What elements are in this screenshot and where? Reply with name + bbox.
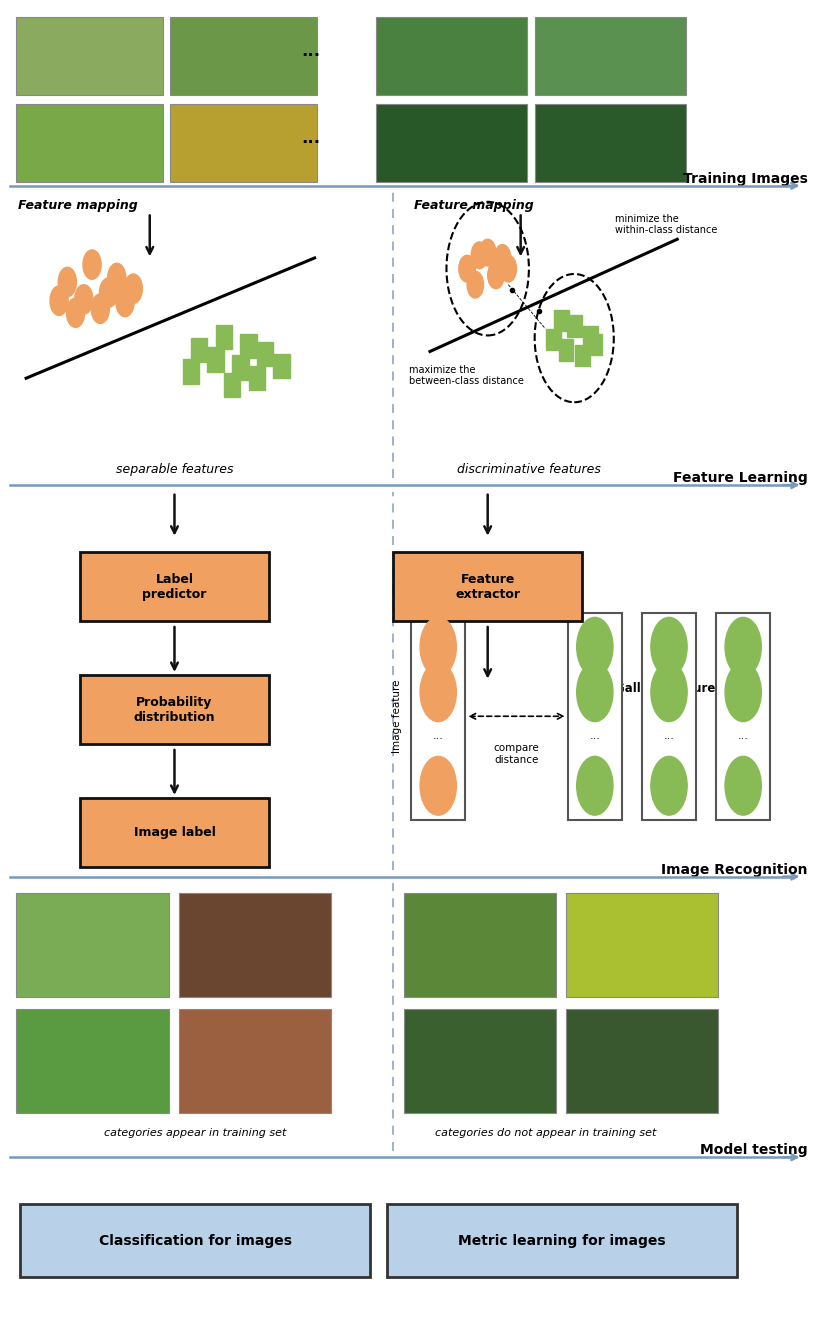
Text: Image feature: Image feature	[392, 679, 402, 753]
FancyBboxPatch shape	[79, 675, 270, 744]
Text: Label
predictor: Label predictor	[142, 573, 207, 601]
FancyBboxPatch shape	[17, 17, 163, 95]
Text: Feature mapping: Feature mapping	[18, 200, 137, 213]
Circle shape	[725, 757, 762, 815]
Bar	[208, 347, 224, 371]
Text: Feature Learning: Feature Learning	[672, 471, 807, 485]
Circle shape	[576, 617, 613, 676]
Text: discriminative features: discriminative features	[457, 462, 601, 475]
Circle shape	[467, 272, 484, 299]
FancyBboxPatch shape	[79, 552, 270, 621]
Circle shape	[124, 274, 142, 304]
Text: ...: ...	[590, 731, 600, 742]
Text: ···: ···	[301, 134, 320, 153]
Text: maximize the
between-class distance: maximize the between-class distance	[409, 364, 524, 387]
FancyBboxPatch shape	[17, 1008, 169, 1113]
Circle shape	[495, 245, 511, 272]
FancyBboxPatch shape	[642, 613, 696, 819]
Text: compare
distance: compare distance	[494, 743, 539, 765]
FancyBboxPatch shape	[376, 104, 528, 182]
FancyBboxPatch shape	[179, 893, 331, 996]
Circle shape	[74, 285, 93, 315]
Bar	[546, 329, 561, 349]
FancyBboxPatch shape	[79, 798, 270, 868]
Text: categories appear in training set: categories appear in training set	[104, 1129, 286, 1138]
Circle shape	[725, 617, 762, 676]
Circle shape	[651, 757, 687, 815]
Text: Model testing: Model testing	[700, 1144, 807, 1157]
FancyBboxPatch shape	[20, 1204, 370, 1277]
FancyBboxPatch shape	[170, 104, 317, 182]
Text: ...: ...	[738, 731, 748, 742]
Circle shape	[83, 250, 101, 280]
Text: Gallery features: Gallery features	[615, 682, 723, 695]
Text: Feature
extractor: Feature extractor	[455, 573, 520, 601]
Circle shape	[725, 663, 762, 722]
Bar	[183, 359, 199, 383]
Bar	[232, 355, 249, 379]
FancyBboxPatch shape	[716, 613, 771, 819]
Text: Feature mapping: Feature mapping	[414, 200, 533, 213]
FancyBboxPatch shape	[17, 893, 169, 996]
Bar	[583, 327, 598, 347]
Circle shape	[91, 295, 109, 324]
Bar	[191, 339, 208, 362]
FancyBboxPatch shape	[566, 1008, 719, 1113]
Circle shape	[420, 617, 457, 676]
Bar	[249, 366, 265, 390]
Circle shape	[651, 663, 687, 722]
Text: Classification for images: Classification for images	[98, 1233, 292, 1248]
Bar	[554, 311, 569, 332]
Circle shape	[108, 264, 126, 293]
FancyBboxPatch shape	[566, 893, 719, 996]
Bar	[216, 325, 232, 348]
Bar	[558, 340, 573, 360]
FancyBboxPatch shape	[412, 613, 465, 819]
Circle shape	[99, 279, 117, 308]
Circle shape	[58, 268, 76, 297]
Text: Training Images: Training Images	[682, 171, 807, 186]
FancyBboxPatch shape	[404, 893, 556, 996]
FancyBboxPatch shape	[387, 1204, 737, 1277]
Bar	[587, 335, 602, 355]
Text: Image label: Image label	[133, 826, 215, 840]
Text: minimize the
within-class distance: minimize the within-class distance	[615, 214, 718, 236]
FancyBboxPatch shape	[179, 1008, 331, 1113]
Text: categories do not appear in training set: categories do not appear in training set	[435, 1129, 656, 1138]
Text: Image Recognition: Image Recognition	[661, 862, 807, 877]
Circle shape	[116, 288, 134, 317]
Circle shape	[420, 757, 457, 815]
Text: Metric learning for images: Metric learning for images	[458, 1233, 666, 1248]
Text: ···: ···	[301, 47, 320, 66]
Circle shape	[480, 240, 496, 266]
FancyBboxPatch shape	[170, 17, 317, 95]
FancyBboxPatch shape	[393, 552, 582, 621]
Bar	[575, 345, 590, 366]
Text: ...: ...	[433, 731, 443, 742]
Circle shape	[420, 663, 457, 722]
Circle shape	[651, 617, 687, 676]
Bar	[257, 343, 274, 366]
Circle shape	[488, 262, 504, 289]
Circle shape	[50, 287, 68, 316]
Text: separable features: separable features	[116, 462, 233, 475]
Circle shape	[471, 242, 488, 269]
Bar	[566, 316, 581, 337]
FancyBboxPatch shape	[536, 104, 686, 182]
Bar	[224, 372, 241, 396]
Text: Probability
distribution: Probability distribution	[134, 695, 215, 723]
FancyBboxPatch shape	[567, 613, 622, 819]
Bar	[274, 353, 290, 378]
FancyBboxPatch shape	[17, 104, 163, 182]
Circle shape	[576, 757, 613, 815]
Circle shape	[500, 256, 517, 283]
Circle shape	[459, 256, 476, 283]
FancyBboxPatch shape	[536, 17, 686, 95]
Text: ...: ...	[663, 731, 675, 742]
FancyBboxPatch shape	[404, 1008, 556, 1113]
Circle shape	[66, 299, 84, 328]
FancyBboxPatch shape	[376, 17, 528, 95]
Circle shape	[576, 663, 613, 722]
Bar	[241, 335, 257, 358]
